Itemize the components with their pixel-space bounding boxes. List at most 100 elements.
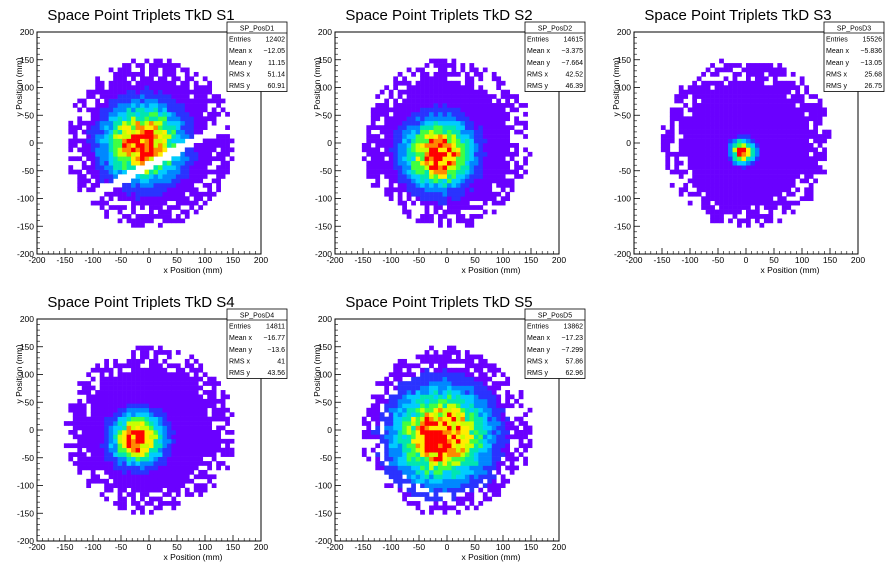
heatmap-cell <box>433 138 439 144</box>
heatmap-cell <box>108 191 114 197</box>
heatmap-cell <box>455 116 461 122</box>
heatmap-cell <box>140 407 145 413</box>
heatmap-cell <box>786 103 792 108</box>
heatmap-cell <box>491 147 497 153</box>
heatmap-cell <box>660 125 666 130</box>
heatmap-cell <box>714 71 720 77</box>
heatmap-cell <box>678 138 684 144</box>
heatmap-cell <box>388 174 394 179</box>
x-tick-label: -200 <box>326 255 343 265</box>
heatmap-cell <box>500 443 506 449</box>
heatmap-cell <box>469 434 475 440</box>
heatmap-cell <box>469 178 475 184</box>
heatmap-cell <box>429 407 434 413</box>
heatmap-cell <box>207 116 213 122</box>
heatmap-cell <box>397 196 403 202</box>
heatmap-cell <box>420 469 425 475</box>
heatmap-cell <box>514 165 519 170</box>
heatmap-cell <box>166 125 172 130</box>
heatmap-cell <box>117 372 123 378</box>
heatmap-cell <box>157 209 163 215</box>
heatmap-cell <box>429 381 434 386</box>
heatmap-cell <box>216 111 221 117</box>
heatmap-cell <box>433 416 439 422</box>
heatmap-cell <box>86 169 92 175</box>
heatmap-cell <box>153 196 159 202</box>
heatmap-cell <box>514 107 519 113</box>
heatmap-cell <box>153 438 159 444</box>
heatmap-cell <box>500 120 506 126</box>
heatmap-cell <box>99 492 105 497</box>
heatmap-cell <box>714 174 720 179</box>
heatmap-cell <box>144 354 150 360</box>
heatmap-cell <box>95 125 101 130</box>
heatmap-cell <box>95 452 101 457</box>
x-tick-label: 50 <box>470 255 480 265</box>
stats-key: RMS x <box>826 72 848 79</box>
heatmap-cell <box>817 98 823 104</box>
heatmap-cell <box>81 390 87 395</box>
heatmap-cell <box>451 398 457 404</box>
heatmap-cell <box>505 138 511 144</box>
heatmap-cell <box>496 465 502 471</box>
heatmap-cell <box>750 120 756 126</box>
heatmap-cell <box>781 196 787 202</box>
heatmap-cell <box>723 129 729 135</box>
heatmap-cell <box>157 111 163 117</box>
heatmap-cell <box>162 350 168 355</box>
heatmap-cell <box>131 430 136 435</box>
heatmap-cell <box>487 438 493 444</box>
heatmap-cell <box>447 103 452 108</box>
heatmap-cell <box>104 483 109 489</box>
heatmap-cell <box>95 390 101 395</box>
heatmap-cell <box>737 63 742 68</box>
heatmap-cell <box>781 160 787 166</box>
heatmap-cell <box>144 89 150 95</box>
heatmap-cell <box>505 390 511 395</box>
heatmap-cell <box>754 169 760 175</box>
heatmap-cell <box>144 390 150 395</box>
heatmap-cell <box>451 116 457 122</box>
heatmap-cell <box>198 116 204 122</box>
heatmap-cell <box>189 182 195 188</box>
heatmap-cell <box>144 111 150 117</box>
heatmap-cell <box>447 174 452 179</box>
heatmap-cell <box>135 461 141 466</box>
heatmap-cell <box>790 209 796 215</box>
heatmap-cell <box>505 421 511 426</box>
heatmap-cell <box>438 111 443 117</box>
heatmap-cell <box>175 169 181 175</box>
heatmap-cell <box>786 116 792 122</box>
heatmap-cell <box>144 169 150 175</box>
heatmap-cell <box>451 165 457 170</box>
heatmap-cell <box>746 125 751 130</box>
heatmap-cell <box>108 452 114 457</box>
heatmap-cell <box>202 469 208 475</box>
heatmap-cell <box>153 151 159 157</box>
heatmap-cell <box>162 160 168 166</box>
heatmap-cell <box>415 381 421 386</box>
heatmap-cell <box>786 138 792 144</box>
heatmap-cell <box>523 111 528 117</box>
heatmap-cell <box>714 147 720 153</box>
heatmap-cell <box>384 398 390 404</box>
heatmap-cell <box>424 496 430 502</box>
heatmap-cell <box>393 403 399 409</box>
heatmap-cell <box>370 120 376 126</box>
heatmap-cell <box>473 363 479 369</box>
heatmap-cell <box>808 134 814 139</box>
heatmap-cell <box>397 394 403 400</box>
heatmap-cell <box>375 178 381 184</box>
heatmap-cell <box>438 63 443 68</box>
heatmap-cell <box>384 129 390 135</box>
heatmap-cell <box>384 390 390 395</box>
heatmap-cell <box>198 438 204 444</box>
heatmap-cell <box>772 76 778 82</box>
heatmap-cell <box>384 385 390 391</box>
heatmap-cell <box>135 89 141 95</box>
heatmap-cell <box>737 218 742 224</box>
heatmap-cell <box>113 398 118 404</box>
heatmap-cell <box>478 165 484 170</box>
heatmap-cell <box>411 381 416 386</box>
stats-key: RMS y <box>527 83 549 90</box>
